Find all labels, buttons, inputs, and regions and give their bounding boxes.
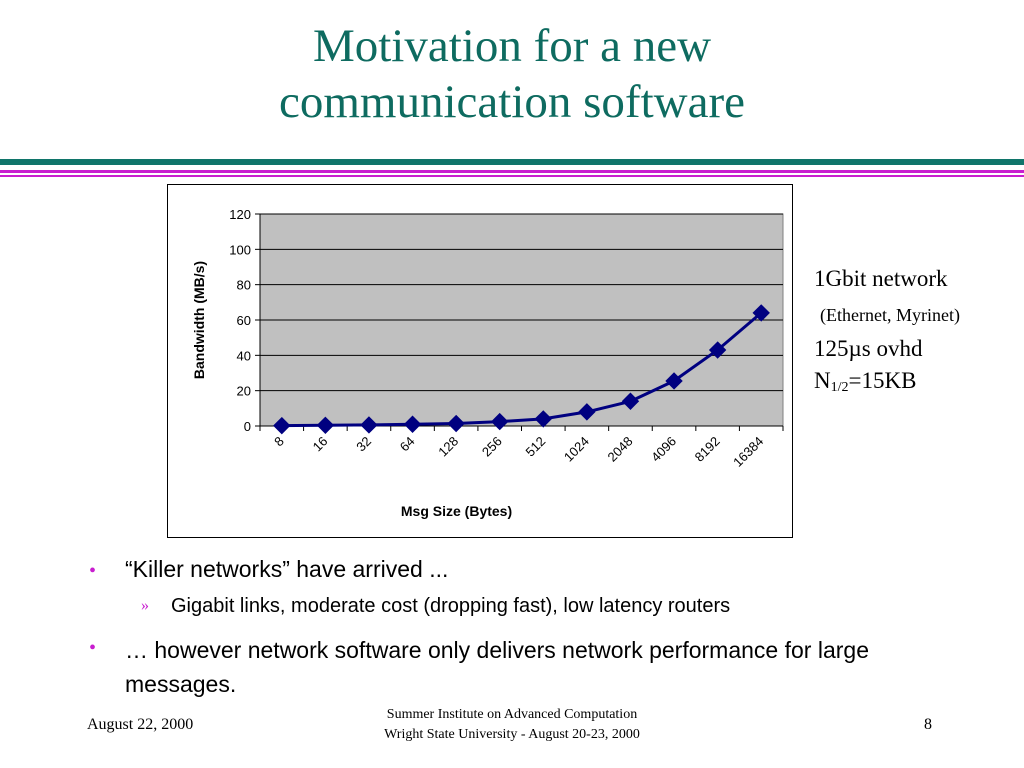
x-tick-label: 8192 <box>692 434 723 465</box>
footer-date: August 22, 2000 <box>87 716 194 733</box>
y-tick-label: 20 <box>237 384 251 399</box>
x-tick-label: 16 <box>310 434 331 455</box>
note-network: 1Gbit network <box>814 266 948 291</box>
data-point-marker <box>316 416 335 435</box>
page-number: 8 <box>924 716 932 733</box>
y-tick-label: 0 <box>244 419 251 434</box>
slide-title-line1: Motivation for a new <box>312 20 712 72</box>
x-tick-label: 64 <box>397 434 418 455</box>
y-axis: 0 20 40 60 80 100 120 <box>229 207 261 434</box>
data-point-marker <box>360 416 378 434</box>
y-tick-label: 80 <box>237 278 251 293</box>
data-point-marker <box>665 372 683 390</box>
note-n-half-post: =15KB <box>848 368 917 393</box>
sub-bullet-chevron-icon: » <box>141 597 149 614</box>
data-point-marker <box>403 415 422 433</box>
bullet-dot-icon: • <box>89 637 97 659</box>
bullet-item-1: “Killer networks” have arrived ... <box>125 556 449 582</box>
data-point-marker <box>708 341 727 359</box>
series-markers <box>273 304 770 435</box>
data-point-marker <box>447 414 465 433</box>
data-point-marker <box>621 392 640 410</box>
y-axis-label: Bandwidth (MB/s) <box>191 261 207 379</box>
data-point-marker <box>578 403 596 421</box>
x-tick-label: 4096 <box>648 434 679 465</box>
title-divider-magenta-1 <box>0 170 1024 173</box>
x-tick-label: 512 <box>522 434 548 460</box>
title-divider-gap <box>0 165 1024 168</box>
x-axis-label: Msg Size (Bytes) <box>401 503 512 519</box>
data-point-marker <box>752 304 770 322</box>
x-axis: 8 16 32 64 128 256 512 1024 2048 4096 8192 16384 <box>259 425 784 470</box>
slide-title-line2: communication software <box>279 76 745 128</box>
footer-event: Summer Institute on Advanced Computation… <box>312 705 712 745</box>
x-tick-label: 128 <box>435 434 461 460</box>
footer-event-line2: Wright State University - August 20-23, … <box>384 727 640 742</box>
note-network-types: (Ethernet, Myrinet) <box>820 305 960 325</box>
y-tick-label: 60 <box>237 313 251 328</box>
data-point-marker <box>534 410 552 428</box>
x-tick-label: 32 <box>353 434 374 455</box>
data-point-marker <box>491 412 509 431</box>
x-tick-label: 2048 <box>605 434 636 465</box>
y-tick-label: 40 <box>237 348 251 363</box>
y-tick-label: 120 <box>229 207 251 222</box>
title-divider-magenta-2 <box>0 175 1024 177</box>
title-divider-teal <box>0 159 1024 165</box>
bullet-dot-icon: • <box>89 560 97 582</box>
chart-frame: 0 20 40 60 80 100 120 8 16 32 64 128 256 512 1024 2048… <box>167 184 793 538</box>
x-tick-label: 8 <box>271 434 287 450</box>
note-n-half-sub: 1/2 <box>830 380 849 395</box>
data-point-marker <box>273 416 291 435</box>
x-tick-label: 1024 <box>561 434 592 465</box>
footer-event-line1: Summer Institute on Advanced Computation <box>386 707 638 722</box>
bullet-item-2: … however network software only delivers… <box>125 637 869 697</box>
y-tick-label: 100 <box>229 242 251 257</box>
note-n-half: N1/2=15KB <box>814 368 916 396</box>
x-tick-label: 256 <box>479 434 505 460</box>
bandwidth-chart: 0 20 40 60 80 100 120 8 16 32 64 128 256 512 1024 2048… <box>191 207 784 519</box>
x-tick-label: 16384 <box>730 434 766 470</box>
note-n-half-pre: N <box>814 368 831 393</box>
note-overhead: 125µs ovhd <box>814 336 923 361</box>
sub-bullet-item-1: Gigabit links, moderate cost (dropping f… <box>171 595 731 617</box>
slide-title: Motivation for a new communication softw… <box>0 18 1024 130</box>
